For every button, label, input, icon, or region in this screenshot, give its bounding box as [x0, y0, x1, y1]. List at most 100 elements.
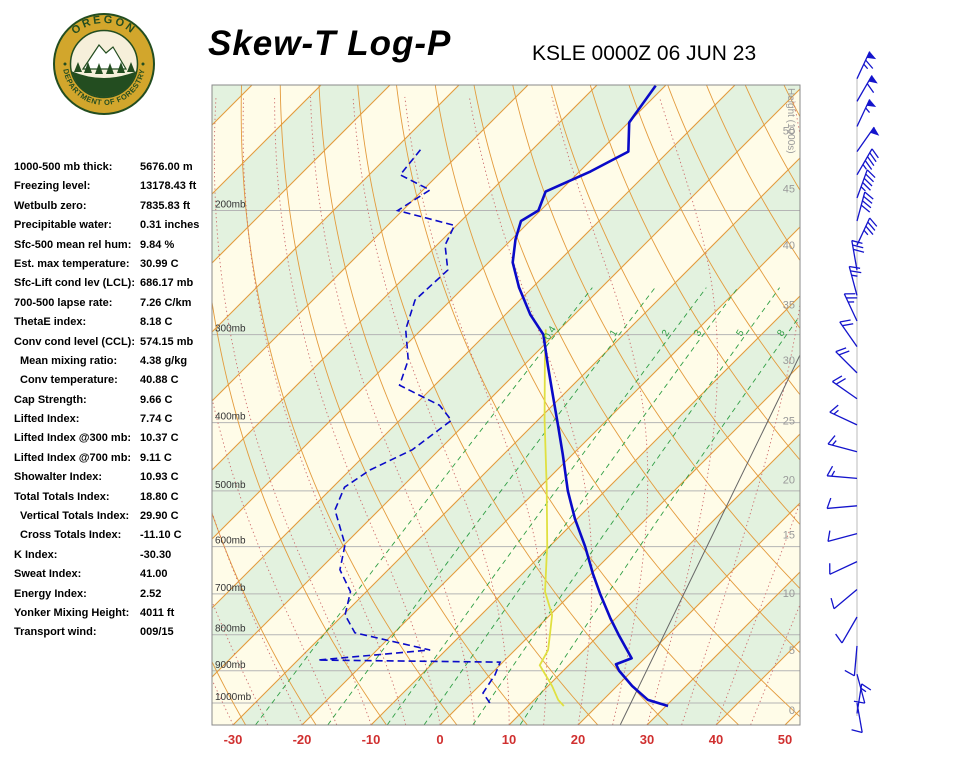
- mixing-ratio-label: 8: [775, 328, 788, 339]
- dry-adiabat: [396, 85, 739, 725]
- plot-border: [211, 84, 801, 726]
- index-value: 30.99 C: [140, 257, 179, 270]
- wind-barb: [848, 265, 862, 296]
- isotherm-line: [212, 88, 800, 678]
- index-row: K Index: -30.30: [14, 546, 210, 565]
- dry-adiabat: [860, 82, 960, 725]
- index-label: Conv cond level (CCL):: [14, 335, 136, 348]
- dry-adiabat: [212, 298, 387, 725]
- barb-full: [832, 375, 843, 383]
- barb-staff: [833, 588, 858, 610]
- barb-full: [863, 195, 873, 204]
- barb-staff: [856, 51, 871, 79]
- index-label: Sweat Index:: [14, 568, 82, 581]
- temp-axis-label: 0: [436, 732, 443, 747]
- barb-staff: [827, 475, 858, 480]
- isotherm-line: [212, 85, 529, 402]
- temperature-curve: [511, 85, 669, 708]
- index-value: 2.52: [140, 587, 162, 600]
- index-row: Cross Totals Index: -11.10 C: [14, 526, 210, 545]
- index-label: Showalter Index:: [14, 471, 103, 484]
- index-label: Energy Index:: [14, 587, 87, 600]
- wind-barb: [856, 51, 877, 79]
- index-label: Sfc-Lift cond lev (LCL):: [14, 277, 135, 290]
- moist-adiabat: [242, 96, 407, 725]
- index-value: -11.10 C: [140, 529, 182, 542]
- barb-half: [833, 409, 839, 415]
- barb-half: [860, 687, 867, 693]
- isotherm-line: [508, 433, 800, 725]
- dry-adiabat: [318, 85, 598, 725]
- height-axis-label: 35: [783, 300, 795, 312]
- barb-full: [864, 191, 874, 200]
- barb-flag: [866, 99, 877, 107]
- logo-dot: [141, 62, 145, 66]
- dry-adiabat: [240, 85, 458, 725]
- index-label: Transport wind:: [14, 626, 97, 639]
- dry-adiabat: [628, 85, 800, 396]
- mixing-ratio-line: [255, 287, 593, 725]
- index-value: 9.84 %: [140, 238, 175, 251]
- index-label: 1000-500 mb thick:: [14, 161, 113, 173]
- index-label: Precipitable water:: [14, 219, 112, 232]
- height-axis-label: 10: [783, 588, 795, 600]
- mixing-ratio-label: 2: [660, 328, 673, 339]
- index-row: Sweat Index: 41.00: [14, 565, 210, 584]
- wind-barb: [856, 148, 879, 176]
- pressure-label: 200mb: [215, 200, 246, 211]
- barb-staff: [856, 217, 871, 246]
- reference-line: [619, 354, 800, 725]
- mixing-ratio-line: [472, 287, 780, 725]
- temp-axis-label: 20: [571, 732, 585, 747]
- index-label: ThetaE index:: [14, 316, 87, 329]
- temp-axis-label: 30: [640, 732, 654, 747]
- index-label: Freezing level:: [14, 180, 91, 193]
- wetbulb-curve: [538, 329, 565, 707]
- index-row: Lifted Index: 7.74 C: [14, 410, 210, 429]
- barb-full: [829, 404, 839, 413]
- barb-flag: [870, 127, 880, 136]
- isotherm-line: [212, 85, 391, 264]
- logo-scene: [71, 44, 137, 97]
- isotherm-line: [301, 226, 800, 725]
- index-label: Lifted Index @700 mb:: [14, 451, 132, 464]
- barb-half: [865, 107, 871, 113]
- logo-tree-icon: [84, 62, 92, 73]
- index-row: Total Totals Index: 18.80 C: [14, 488, 210, 507]
- moist-adiabat: [310, 96, 476, 725]
- logo-tree-icon: [74, 62, 82, 72]
- barb-full: [871, 148, 879, 159]
- isotherm-line: [646, 571, 800, 725]
- dry-adiabat: [821, 82, 960, 725]
- barb-staff: [856, 126, 875, 153]
- barb-full: [862, 182, 871, 191]
- index-label: Sfc-500 mean rel hum:: [14, 238, 132, 251]
- barb-half: [863, 229, 869, 236]
- odf-logo: OREGON DEPARTMENT OF FORESTRY: [53, 13, 155, 115]
- mixing-ratio-label: 3: [692, 328, 705, 339]
- station-datetime: KSLE 0000Z 06 JUN 23: [532, 42, 757, 65]
- index-row: Freezing level: 13178.43 ft: [14, 177, 210, 196]
- index-value: 009/15: [140, 626, 174, 639]
- index-value: 574.15 mb: [140, 335, 194, 348]
- wind-barb: [835, 616, 858, 644]
- isotherm-line: [212, 85, 736, 609]
- isotherm-line: [212, 85, 322, 195]
- barb-staff: [856, 99, 871, 127]
- barb-staff: [827, 505, 858, 510]
- wind-barb: [851, 239, 865, 271]
- index-value: 29.90 C: [140, 510, 179, 523]
- index-row: 700-500 lapse rate: 7.26 C/km: [14, 294, 210, 313]
- wind-barb: [856, 75, 878, 102]
- barb-full: [860, 204, 871, 213]
- logo-dot: [63, 62, 67, 66]
- index-value: 7835.83 ft: [140, 199, 191, 212]
- wind-barb: [839, 319, 858, 347]
- wind-barb: [856, 191, 874, 222]
- moist-adiabat: [646, 96, 718, 725]
- barb-full: [835, 633, 843, 644]
- dry-adiabat: [279, 85, 528, 725]
- height-axis-label: 25: [783, 415, 795, 427]
- barb-flag: [866, 51, 877, 60]
